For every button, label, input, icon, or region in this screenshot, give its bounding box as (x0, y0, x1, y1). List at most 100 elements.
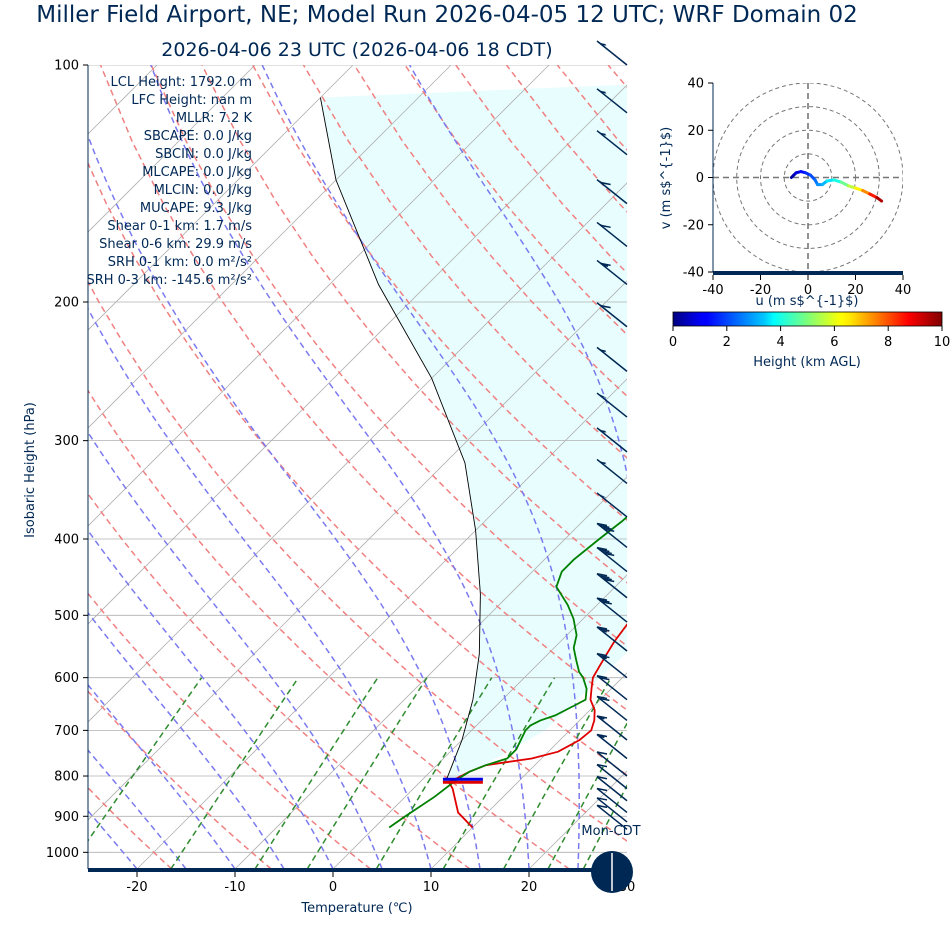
dry-adiabat (88, 389, 570, 870)
hodo-y-tick-label: 0 (696, 171, 704, 186)
y-axis-label: Isobaric Height (hPa) (23, 402, 38, 538)
mixing-ratio-line (442, 677, 556, 870)
wind-barb (596, 221, 628, 248)
moist-adiabat (88, 133, 481, 870)
hodo-y-tick-label: -20 (683, 218, 704, 233)
moist-adiabat (88, 529, 334, 870)
wind-barb (596, 787, 628, 814)
hodo-y-label: v (m s$^{-1}$) (659, 127, 674, 229)
stat-line: Shear 0-6 km: 29.9 m/s (99, 237, 252, 252)
moist-adiabat (408, 65, 627, 869)
wind-barb (596, 597, 628, 623)
isotherm (88, 65, 354, 331)
moist-adiabat (261, 65, 580, 870)
timezone-label: Mon-CDT (581, 824, 640, 839)
wind-barb (596, 776, 628, 802)
wind-barb (596, 573, 628, 599)
wind-barb (596, 458, 628, 485)
y-tick-label: 700 (54, 724, 79, 739)
x-axis-label: Temperature (℃) (300, 901, 412, 916)
colorbar-tick-label: 0 (669, 335, 677, 350)
chart-subtitle: 2026-04-06 23 UTC (2026-04-06 18 CDT) (161, 39, 552, 61)
series-dewpoint-line (388, 515, 627, 829)
dry-adiabat (302, 65, 627, 459)
dry-adiabat (99, 65, 627, 711)
isotherm (88, 280, 627, 821)
stat-line: SRH 0-1 km: 0.0 m²/s² (108, 255, 252, 270)
colorbar-tick-label: 8 (884, 335, 892, 350)
mixing-ratio-line (306, 677, 428, 870)
x-tick-label: -20 (126, 880, 147, 895)
wind-barb (596, 733, 628, 760)
stat-line: MLLR: 7.2 K (176, 111, 253, 126)
isotherm (430, 672, 627, 870)
dry-adiabat (760, 65, 951, 869)
wind-barb (596, 302, 628, 328)
colorbar-tick-label: 2 (723, 335, 731, 350)
stat-line: SBCAPE: 0.0 J/kg (144, 129, 252, 144)
wind-barb (596, 427, 628, 453)
wind-barb (596, 130, 628, 156)
colorbar-tick-label: 10 (934, 335, 951, 350)
skew-t-plot: -20 -10 0 10 20 30100200300400500600700800900… (23, 40, 951, 916)
colorbar-label: Height (km AGL) (753, 355, 861, 370)
wind-barb (596, 695, 628, 722)
moist-adiabat (88, 867, 89, 869)
wind-barb (596, 392, 628, 418)
dry-adiabat (811, 65, 951, 869)
stat-line: MLCAPE: 0.0 J/kg (142, 165, 252, 180)
mixing-ratio-line (547, 721, 627, 870)
moist-adiabat (88, 749, 187, 870)
stat-line: MUCAPE: 9.3 J/kg (140, 201, 252, 216)
wind-barb (596, 626, 628, 652)
series-parcel-line (319, 97, 481, 781)
x-tick-label: 0 (329, 880, 337, 895)
y-tick-label: 300 (54, 434, 79, 449)
hodo-x-tick-label: 0 (804, 283, 812, 298)
hodo-x-label: u (m s$^{-1}$) (755, 294, 858, 309)
y-tick-label: 200 (54, 296, 79, 311)
isotherm (88, 65, 256, 233)
colorbar-tick-label: 6 (830, 335, 838, 350)
wind-barb (596, 492, 628, 518)
hodo-segment (875, 196, 884, 203)
cape-shading (320, 84, 627, 781)
stat-line: SRH 0-3 km: -145.6 m²/s² (86, 273, 252, 288)
dry-adiabat (88, 690, 272, 870)
mixing-ratio-line (502, 677, 612, 870)
wind-barb (596, 40, 628, 66)
hodo-x-tick-label: -40 (702, 283, 723, 298)
mixing-ratio-line (88, 677, 203, 842)
x-tick-label: 10 (423, 880, 440, 895)
wind-barb (596, 804, 628, 830)
wind-barb (596, 346, 628, 372)
mixing-ratio-line (582, 784, 627, 870)
hodograph-plot: -40 -40 -20 -20 0 0 20 20 40 40 u (m s$^{-1}$) v … (659, 77, 911, 310)
stat-line: LCL Height: 1792.0 m (111, 75, 252, 90)
hodo-y-tick-label: -40 (683, 266, 704, 281)
dry-adiabat (252, 65, 627, 521)
series-temperature-line (447, 623, 627, 829)
wind-barb (596, 674, 628, 701)
wind-barb (596, 763, 628, 790)
y-tick-label: 100 (54, 59, 79, 74)
stat-line: MLCIN: 0.0 J/kg (154, 183, 252, 198)
isotherm (88, 65, 452, 429)
moist-adiabat (88, 431, 383, 870)
dry-adiabat (862, 65, 951, 869)
wind-barb (596, 522, 628, 549)
isotherm (88, 182, 627, 723)
hodo-x-tick-label: 40 (895, 283, 912, 298)
dry-adiabat (88, 280, 627, 842)
hodo-ring (736, 106, 880, 249)
dry-adiabat (150, 65, 627, 647)
isotherm (234, 476, 627, 870)
x-tick-label: 20 (521, 880, 538, 895)
stat-line: LFC Height: nan m (131, 93, 252, 108)
isotherm (921, 65, 951, 869)
isotherm (88, 65, 550, 527)
stat-line: SBCIN: 0.0 J/kg (155, 147, 252, 162)
isotherm (823, 65, 951, 869)
dry-adiabat (88, 592, 372, 870)
